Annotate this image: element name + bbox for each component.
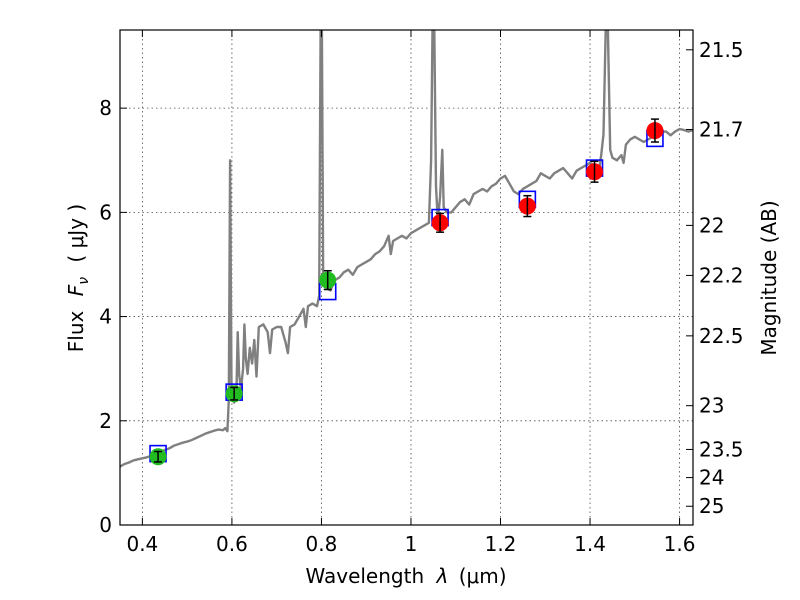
right-axis-label: Magnitude (AB) [757, 200, 781, 355]
x-tick-label: 1 [405, 532, 418, 556]
right-tick-label: 22.5 [699, 324, 744, 348]
x-tick-label: 1.6 [664, 532, 696, 556]
x-tick-label: 0.4 [126, 532, 158, 556]
axis-ticks: 0.4 0.6 0.8 1 1.2 1.4 1.60246821.521.72222.222… [99, 30, 744, 556]
right-tick-label: 23 [699, 394, 724, 418]
right-tick-label: 23.5 [699, 437, 744, 461]
grid [120, 30, 693, 525]
model-spectrum-layer [120, 30, 693, 468]
photometry-layer [149, 118, 664, 466]
y-axis-label: Flux Fν ( μJy ) [64, 204, 93, 352]
right-tick-label: 21.5 [699, 38, 744, 62]
x-tick-label: 0.6 [216, 532, 248, 556]
x-axis-label: Wavelength λ (μm) [305, 564, 506, 588]
y-tick-label: 2 [99, 409, 112, 433]
y-tick-label: 0 [99, 513, 112, 537]
x-tick-label: 1.4 [574, 532, 606, 556]
y-tick-label: 4 [99, 305, 112, 329]
x-tick-label: 0.8 [306, 532, 338, 556]
right-tick-label: 25 [699, 494, 724, 518]
y-tick-label: 8 [99, 96, 112, 120]
plot-frame [119, 29, 694, 526]
right-tick-label: 21.7 [699, 118, 744, 142]
model-spectrum-line [120, 30, 693, 468]
x-tick-label: 1.2 [485, 532, 517, 556]
right-tick-label: 22 [699, 213, 724, 237]
right-tick-label: 22.2 [699, 263, 744, 287]
right-tick-label: 24 [699, 466, 724, 490]
y-tick-label: 6 [99, 200, 112, 224]
